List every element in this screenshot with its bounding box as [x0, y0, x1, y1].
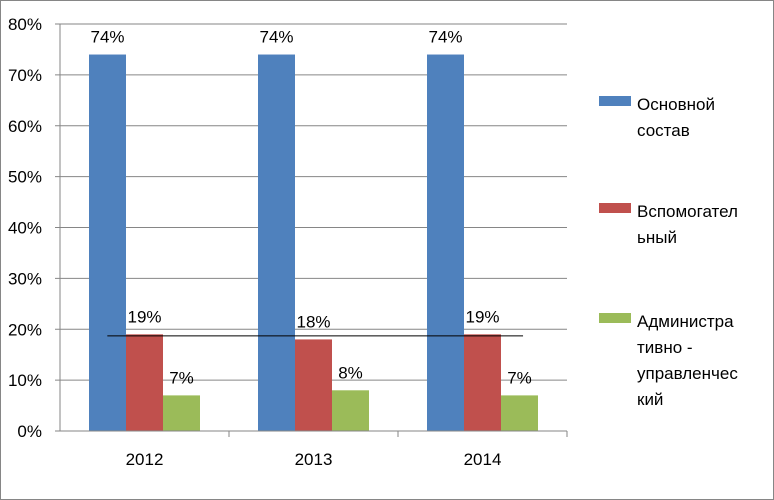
- y-tick-label: 60%: [8, 117, 42, 136]
- bar: [427, 54, 464, 432]
- x-tick-label: 2012: [126, 450, 164, 469]
- y-tick-label: 10%: [8, 371, 42, 390]
- bars: [89, 54, 538, 432]
- axes: [55, 23, 568, 437]
- x-tick-label: 2014: [464, 450, 502, 469]
- data-label: 8%: [338, 363, 363, 382]
- data-label: 19%: [465, 307, 499, 326]
- bar: [258, 54, 295, 432]
- data-label: 18%: [296, 312, 330, 331]
- bar: [126, 334, 163, 431]
- bar: [464, 334, 501, 431]
- legend-label-line: кий: [637, 390, 663, 409]
- x-tick-label: 2013: [295, 450, 333, 469]
- legend-swatch: [599, 313, 631, 323]
- data-label: 74%: [259, 28, 293, 47]
- bar: [295, 339, 332, 431]
- data-label: 74%: [90, 28, 124, 47]
- legend-label-line: ьный: [637, 228, 677, 247]
- bar: [332, 390, 369, 431]
- y-tick-label: 70%: [8, 66, 42, 85]
- y-tick-label: 0%: [17, 422, 42, 441]
- y-tick-label: 20%: [8, 320, 42, 339]
- data-label: 74%: [428, 28, 462, 47]
- legend-label: Администра тивно - управленчес кий: [637, 312, 738, 409]
- legend-label-line: управленчес: [637, 364, 738, 383]
- bar: [163, 395, 200, 431]
- legend-label: Вспомогател ьный: [637, 202, 738, 247]
- legend: Основной состав Вспомогател ьный Администра т…: [599, 95, 738, 409]
- legend-label-line: Администра: [637, 312, 734, 331]
- legend-label-line: Вспомогател: [637, 202, 738, 221]
- data-label: 7%: [169, 368, 194, 387]
- legend-label: Основной состав: [637, 95, 715, 140]
- legend-swatch: [599, 203, 631, 213]
- y-tick-label: 30%: [8, 269, 42, 288]
- legend-label-line: Основной: [637, 95, 715, 114]
- legend-swatch: [599, 96, 631, 106]
- bar: [89, 54, 126, 432]
- y-tick-labels: 0% 10% 20% 30% 40% 50% 60% 70% 80%: [8, 15, 42, 441]
- x-tick-labels: 2012 2013 2014: [126, 450, 502, 469]
- legend-label-line: состав: [637, 121, 690, 140]
- gridlines: [60, 23, 567, 381]
- bar: [501, 395, 538, 431]
- y-tick-label: 40%: [8, 219, 42, 238]
- y-tick-label: 80%: [8, 15, 42, 34]
- data-labels: 74% 19% 7% 74% 18% 8% 74% 19% 7%: [90, 28, 531, 388]
- y-tick-label: 50%: [8, 168, 42, 187]
- data-label: 7%: [507, 368, 532, 387]
- data-label: 19%: [127, 307, 161, 326]
- legend-label-line: тивно -: [637, 338, 693, 357]
